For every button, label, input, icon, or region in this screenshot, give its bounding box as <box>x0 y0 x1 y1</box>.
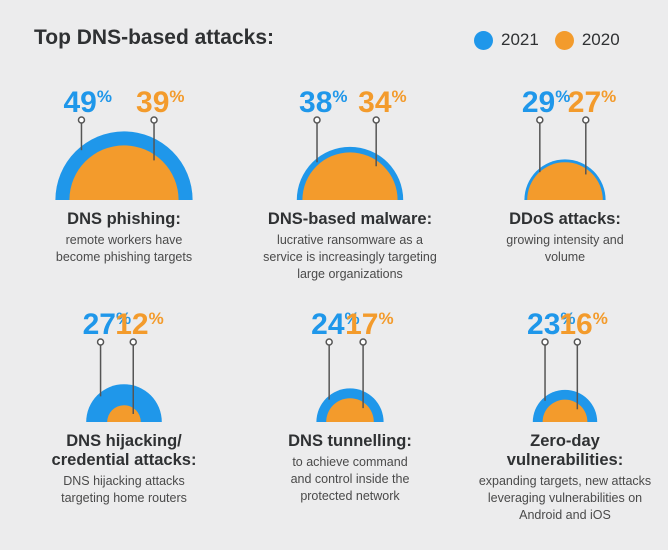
chart-title: vulnerabilities: <box>506 451 624 469</box>
chart-description: DNS hijacking attacks <box>63 474 185 488</box>
value-label-2021: 23% <box>527 308 576 341</box>
chart-description: expanding targets, new attacks <box>478 474 652 488</box>
legend-item-2021: 2021 <box>474 30 539 50</box>
chart-description: lucrative ransomware as a <box>277 233 423 247</box>
legend: 2021 2020 <box>474 30 636 50</box>
legend-item-2020: 2020 <box>554 30 620 50</box>
semicircle-2020 <box>107 405 141 422</box>
label-stem-cap <box>77 116 86 124</box>
chart-title: DNS hijacking/ <box>66 432 182 450</box>
chart-svg: 49% 39% <box>55 86 193 200</box>
value-label-2020: 12% <box>115 308 163 341</box>
chart-panel: 38% 34% DNS-based malware: lucrative ransom… <box>240 78 460 328</box>
value-label-2021: 27% <box>83 308 131 341</box>
chart-title: DNS tunnelling: <box>288 432 412 450</box>
page-title: Top DNS-based attacks: <box>34 26 274 49</box>
chart-description: large organizations <box>297 267 403 281</box>
chart-panel: 24% 17% DNS tunnelling: to achieve command a… <box>240 300 460 550</box>
chart-title: credential attacks: <box>51 451 197 469</box>
chart-description: remote workers have <box>65 233 183 247</box>
chart-description: to achieve command <box>292 455 408 469</box>
chart-svg: 27%12% <box>83 308 164 422</box>
legend-label-2020: 2020 <box>581 30 620 49</box>
value-label-2020: 34% <box>358 86 407 119</box>
legend-label-2021: 2021 <box>501 30 539 49</box>
value-label-2020: 27% <box>568 86 617 119</box>
chart-panel: 27% 12% DNS hijacking/credential attacks: D… <box>14 300 234 550</box>
chart-svg: 29%27% <box>522 86 617 200</box>
semicircle-2021 <box>86 384 162 422</box>
semicircle-2020 <box>326 398 374 422</box>
chart-description: leveraging vulnerabilities on <box>487 491 643 505</box>
chart-title: DNS phishing: <box>67 210 181 228</box>
semicircle-2020 <box>542 399 588 422</box>
legend-swatch-2020 <box>554 30 574 50</box>
chart-panel: 29% 27% DDoS attacks: growing intensity and… <box>455 78 668 328</box>
label-stem-cap <box>150 116 158 124</box>
label-stem-cap <box>96 338 105 346</box>
legend-swatch-2021 <box>474 30 493 50</box>
label-stem-cap <box>582 116 590 124</box>
chart-panel: 49% 39% DNS phishing: remote workers have be… <box>14 78 234 328</box>
value-label-2020: 16% <box>559 308 608 341</box>
label-stem-cap <box>536 116 544 124</box>
value-label-2021: 29% <box>522 86 571 119</box>
chart-title: DDoS attacks: <box>509 210 621 228</box>
chart-svg: 23%16% <box>527 308 608 422</box>
label-stem-cap <box>372 116 380 124</box>
chart-title: Zero-day <box>530 432 600 450</box>
chart-description: service is increasingly targeting <box>263 250 437 264</box>
label-stem-cap <box>541 338 549 346</box>
semicircle-2020 <box>69 145 179 200</box>
chart-description: become phishing targets <box>55 250 193 264</box>
chart-description: volume <box>544 250 586 264</box>
value-label-2021: 49% <box>63 86 112 119</box>
label-stem-cap <box>359 338 367 346</box>
chart-svg: 24%17% <box>311 308 394 422</box>
chart-title: DNS-based malware: <box>267 210 433 228</box>
label-stem-cap <box>573 338 582 346</box>
chart-description: protected network <box>300 489 400 503</box>
label-stem-cap <box>129 338 137 346</box>
chart-description: targeting home routers <box>61 491 187 505</box>
chart-description: and control inside the <box>290 472 410 486</box>
value-label-2020: 17% <box>345 308 394 341</box>
value-label-2021: 38% <box>299 86 348 119</box>
value-label-2021: 24% <box>311 308 360 341</box>
semicircle-2020 <box>302 152 398 200</box>
label-stem-cap <box>325 338 333 346</box>
chart-svg: 38% 34% <box>296 86 407 200</box>
chart-panel: 23% 16% Zero-day vulnerabilities: expanding … <box>455 300 668 550</box>
semicircle-2020 <box>527 162 603 200</box>
value-label-2020: 39% <box>136 86 185 119</box>
chart-description: growing intensity and <box>506 233 624 247</box>
chart-description: Android and iOS <box>519 508 611 522</box>
label-stem-cap <box>313 116 321 124</box>
